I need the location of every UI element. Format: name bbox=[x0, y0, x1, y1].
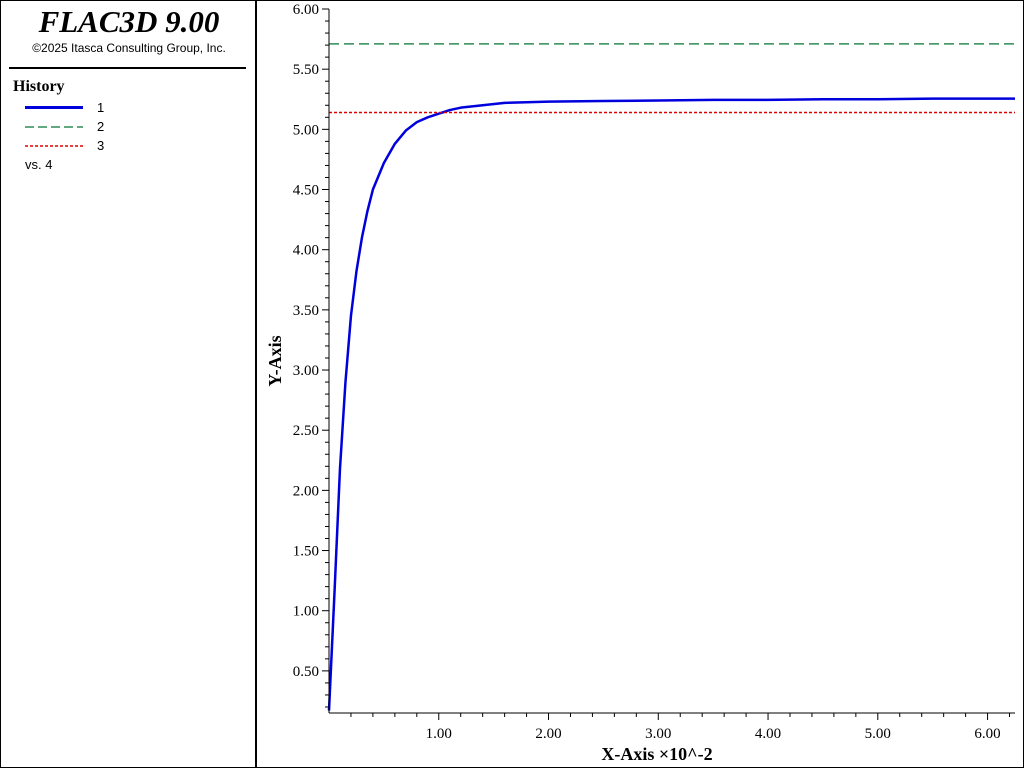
x-tick-label: 4.00 bbox=[755, 726, 781, 742]
legend-label-1: 1 bbox=[97, 100, 105, 115]
app-title: FLAC3D 9.00 bbox=[38, 4, 220, 39]
title-divider bbox=[9, 67, 246, 69]
legend-swatch-3 bbox=[25, 145, 83, 147]
legend-item-2: 2 bbox=[25, 119, 225, 135]
y-tick-label: 4.00 bbox=[293, 243, 319, 259]
legend-heading: History bbox=[13, 78, 65, 95]
copyright-text: ©2025 Itasca Consulting Group, Inc. bbox=[32, 41, 226, 55]
y-tick-label: 1.50 bbox=[293, 544, 319, 560]
x-axis-title: X-Axis ×10^-2 bbox=[601, 744, 712, 764]
y-tick-label: 3.50 bbox=[293, 303, 319, 319]
y-tick-label: 2.50 bbox=[293, 423, 319, 439]
x-tick-label: 2.00 bbox=[535, 726, 561, 742]
x-tick-label: 1.00 bbox=[426, 726, 452, 742]
legend-label-3: 3 bbox=[97, 138, 105, 153]
legend-swatch-1 bbox=[25, 106, 83, 109]
legend-vs-label: vs. 4 bbox=[25, 157, 53, 172]
legend-item-1: 1 bbox=[25, 100, 225, 116]
y-tick-label: 2.00 bbox=[293, 483, 319, 499]
y-tick-label: 0.50 bbox=[293, 664, 319, 680]
x-axis-ticks: 1.00 2.00 3.00 4.00 5.00 6.00 bbox=[350, 713, 1011, 742]
y-tick-label: 6.00 bbox=[293, 2, 319, 18]
y-axis-title: Y-Axis bbox=[265, 335, 285, 386]
y-tick-label: 3.00 bbox=[293, 363, 319, 379]
series-line-1 bbox=[327, 97, 1015, 711]
legend-swatch-2 bbox=[25, 126, 83, 128]
y-tick-label: 1.00 bbox=[293, 604, 319, 620]
x-tick-label: 5.00 bbox=[865, 726, 891, 742]
y-tick-label: 5.50 bbox=[293, 62, 319, 78]
legend-item-3: 3 bbox=[25, 138, 225, 154]
x-tick-label: 3.00 bbox=[645, 726, 671, 742]
y-tick-label: 4.50 bbox=[293, 183, 319, 199]
series-layer bbox=[327, 43, 1015, 711]
y-axis-ticks: 0.50 1.00 1.50 2.00 2.50 3.00 3.50 4.00 4.50 5.00… bbox=[293, 2, 329, 708]
x-tick-label: 6.00 bbox=[974, 726, 1000, 742]
history-plot: 0.50 1.00 1.50 2.00 2.50 3.00 3.50 4.00 4.50 5.00… bbox=[265, 2, 1015, 764]
legend-label-2: 2 bbox=[97, 119, 105, 134]
legend-panel: FLAC3D 9.00 ©2025 Itasca Consulting Grou… bbox=[1, 1, 257, 767]
y-tick-label: 5.00 bbox=[293, 122, 319, 138]
